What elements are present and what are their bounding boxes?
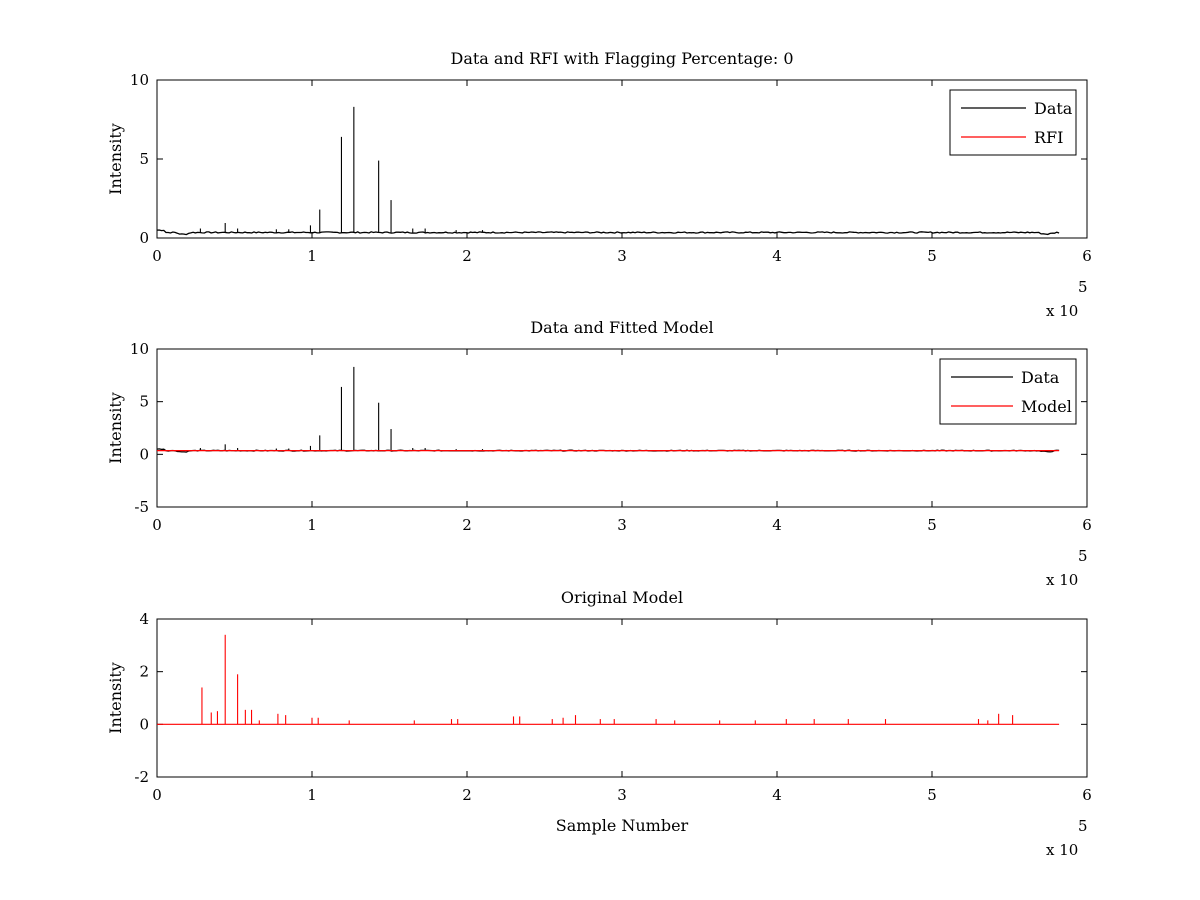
x-tick-label: 2 [462, 516, 472, 534]
x-exponent-label: x 10 [1046, 571, 1078, 589]
x-tick-label: 2 [462, 786, 472, 804]
y-tick-label: 0 [139, 445, 149, 463]
plot-frame [156, 348, 1088, 508]
y-tick-label: 0 [139, 229, 149, 247]
subplot-1: 0 1 2 3 4 5 6 0 5 10 Data and RFI with Flagging Pe… [106, 49, 1092, 320]
x-tick-label: 2 [462, 247, 472, 265]
x-tick-label: 3 [617, 786, 627, 804]
y-tick-label: -2 [134, 768, 149, 786]
y-tick-label: -5 [134, 498, 149, 516]
y-tick-label: 2 [139, 663, 149, 681]
y-tick-label: 10 [130, 340, 149, 358]
x-tick-label: 6 [1082, 516, 1092, 534]
legend-box [939, 358, 1077, 425]
x-exponent-label: x 10 [1046, 841, 1078, 859]
x-tick-label: 0 [152, 786, 162, 804]
x-tick-label: 1 [307, 247, 317, 265]
x-exponent-power: 5 [1078, 278, 1088, 296]
x-tick-label: 4 [772, 247, 782, 265]
x-tick-label: 0 [152, 247, 162, 265]
y-axis-label: Intensity [106, 123, 125, 195]
x-exponent-label: x 10 [1046, 302, 1078, 320]
x-exponent-power: 5 [1078, 547, 1088, 565]
x-tick-label: 3 [617, 247, 627, 265]
data-baseline-line [156, 229, 1060, 236]
plot-frame [156, 618, 1088, 778]
subplot-title: Data and Fitted Model [530, 318, 713, 337]
x-tick-label: 5 [927, 516, 937, 534]
legend-label: Data [1034, 99, 1073, 118]
x-tick-label: 1 [307, 516, 317, 534]
x-tick-label: 6 [1082, 247, 1092, 265]
y-tick-label: 0 [139, 715, 149, 733]
x-tick-label: 0 [152, 516, 162, 534]
legend: Data RFI [949, 89, 1077, 156]
x-tick-label: 4 [772, 516, 782, 534]
x-axis-label: Sample Number [556, 816, 689, 835]
y-tick-label: 4 [139, 610, 149, 628]
y-axis-label: Intensity [106, 392, 125, 464]
legend: Data Model [939, 358, 1077, 425]
x-tick-label: 5 [927, 247, 937, 265]
x-tick-label: 3 [617, 516, 627, 534]
y-axis-label: Intensity [106, 662, 125, 734]
x-tick-label: 1 [307, 786, 317, 804]
subplot-title: Original Model [561, 588, 683, 607]
legend-label: Model [1021, 397, 1072, 416]
subplot-title: Data and RFI with Flagging Percentage: 0 [450, 49, 793, 68]
legend-label: Data [1021, 368, 1060, 387]
legend-label: RFI [1034, 128, 1063, 147]
x-exponent-power: 5 [1078, 817, 1088, 835]
y-tick-label: 5 [139, 393, 149, 411]
y-tick-label: 5 [139, 150, 149, 168]
y-tick-label: 10 [130, 71, 149, 89]
legend-box [949, 89, 1077, 156]
x-tick-label: 4 [772, 786, 782, 804]
x-tick-label: 5 [927, 786, 937, 804]
x-tick-label: 6 [1082, 786, 1092, 804]
plot-frame [156, 79, 1088, 239]
